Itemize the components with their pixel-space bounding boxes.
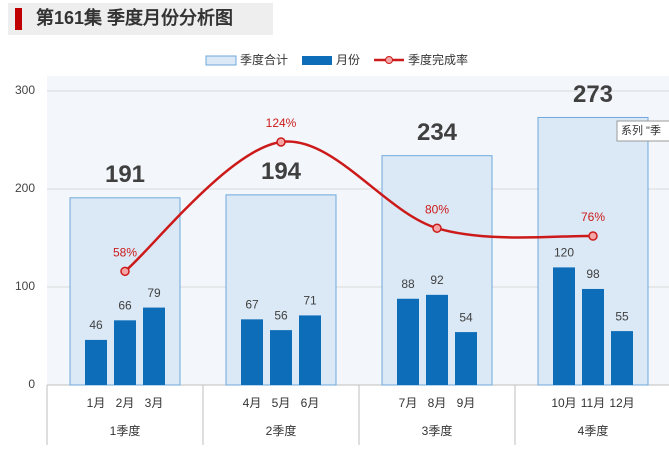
rate-label: 80% bbox=[425, 202, 449, 216]
x-tick-label: 4月 bbox=[243, 396, 262, 410]
group-label: 3季度 bbox=[422, 423, 453, 438]
y-tick-label: 200 bbox=[15, 181, 35, 195]
month-bar bbox=[85, 339, 107, 385]
month-bar bbox=[582, 288, 604, 385]
x-tick-label: 1月 bbox=[87, 396, 106, 410]
month-label: 54 bbox=[459, 310, 473, 324]
y-tick-label: 100 bbox=[15, 279, 35, 293]
month-bar bbox=[426, 294, 448, 385]
chart-title: 第161集 季度月份分析图 bbox=[36, 7, 233, 28]
month-label: 56 bbox=[274, 308, 288, 322]
month-label: 98 bbox=[586, 267, 600, 281]
month-label: 92 bbox=[430, 273, 444, 287]
month-label: 46 bbox=[89, 318, 103, 332]
month-bar bbox=[270, 330, 292, 385]
quarter-total-label: 191 bbox=[105, 161, 145, 188]
x-tick-label: 6月 bbox=[301, 396, 320, 410]
x-tick-label: 12月 bbox=[609, 396, 634, 410]
rate-marker bbox=[276, 137, 286, 147]
x-tick-label: 8月 bbox=[428, 396, 447, 410]
group-label: 2季度 bbox=[266, 423, 297, 438]
month-label: 66 bbox=[118, 298, 132, 312]
month-bar bbox=[241, 319, 263, 385]
month-label: 88 bbox=[401, 277, 415, 291]
month-bar bbox=[611, 331, 633, 385]
legend-swatch bbox=[205, 55, 237, 66]
rate-marker bbox=[120, 266, 130, 277]
x-tick-label: 9月 bbox=[457, 396, 476, 410]
rate-line bbox=[124, 140, 594, 273]
tooltip-text: 系列 "季 bbox=[621, 123, 661, 137]
rate-label: 76% bbox=[581, 210, 605, 224]
x-tick-label: 7月 bbox=[399, 396, 418, 410]
x-tick-label: 5月 bbox=[272, 396, 291, 410]
rate-label: 124% bbox=[266, 116, 297, 130]
group-label: 4季度 bbox=[578, 423, 609, 438]
y-tick-label: 300 bbox=[15, 83, 35, 97]
x-tick-label: 10月 bbox=[551, 396, 576, 410]
title-accent bbox=[15, 8, 22, 30]
month-label: 71 bbox=[303, 294, 317, 308]
month-label: 67 bbox=[245, 298, 259, 312]
legend-marker bbox=[385, 56, 394, 64]
x-tick-label: 11月 bbox=[581, 396, 605, 410]
title-box bbox=[8, 3, 273, 35]
quarter-total-label: 234 bbox=[417, 119, 458, 146]
month-label: 79 bbox=[147, 286, 161, 300]
month-bar bbox=[397, 298, 419, 385]
legend-label: 月份 bbox=[336, 53, 360, 67]
quarter-total-label: 273 bbox=[573, 81, 613, 108]
month-bar bbox=[114, 320, 136, 385]
tooltip-box bbox=[616, 120, 669, 142]
month-bar bbox=[143, 307, 165, 385]
quarter-total-label: 194 bbox=[261, 158, 302, 185]
month-label: 120 bbox=[554, 246, 574, 260]
rate-marker bbox=[588, 231, 598, 241]
x-tick-label: 2月 bbox=[116, 396, 135, 410]
legend-label: 季度完成率 bbox=[408, 52, 468, 67]
month-bar bbox=[455, 332, 477, 385]
y-tick-label: 0 bbox=[28, 377, 35, 391]
month-bar bbox=[299, 315, 321, 385]
group-label: 1季度 bbox=[110, 423, 141, 438]
legend-swatch bbox=[302, 56, 333, 65]
month-label: 55 bbox=[615, 309, 629, 323]
x-tick-label: 3月 bbox=[145, 396, 164, 410]
legend-label: 季度合计 bbox=[240, 52, 288, 67]
rate-marker bbox=[432, 223, 442, 233]
rate-label: 58% bbox=[113, 245, 137, 259]
month-bar bbox=[553, 267, 575, 385]
